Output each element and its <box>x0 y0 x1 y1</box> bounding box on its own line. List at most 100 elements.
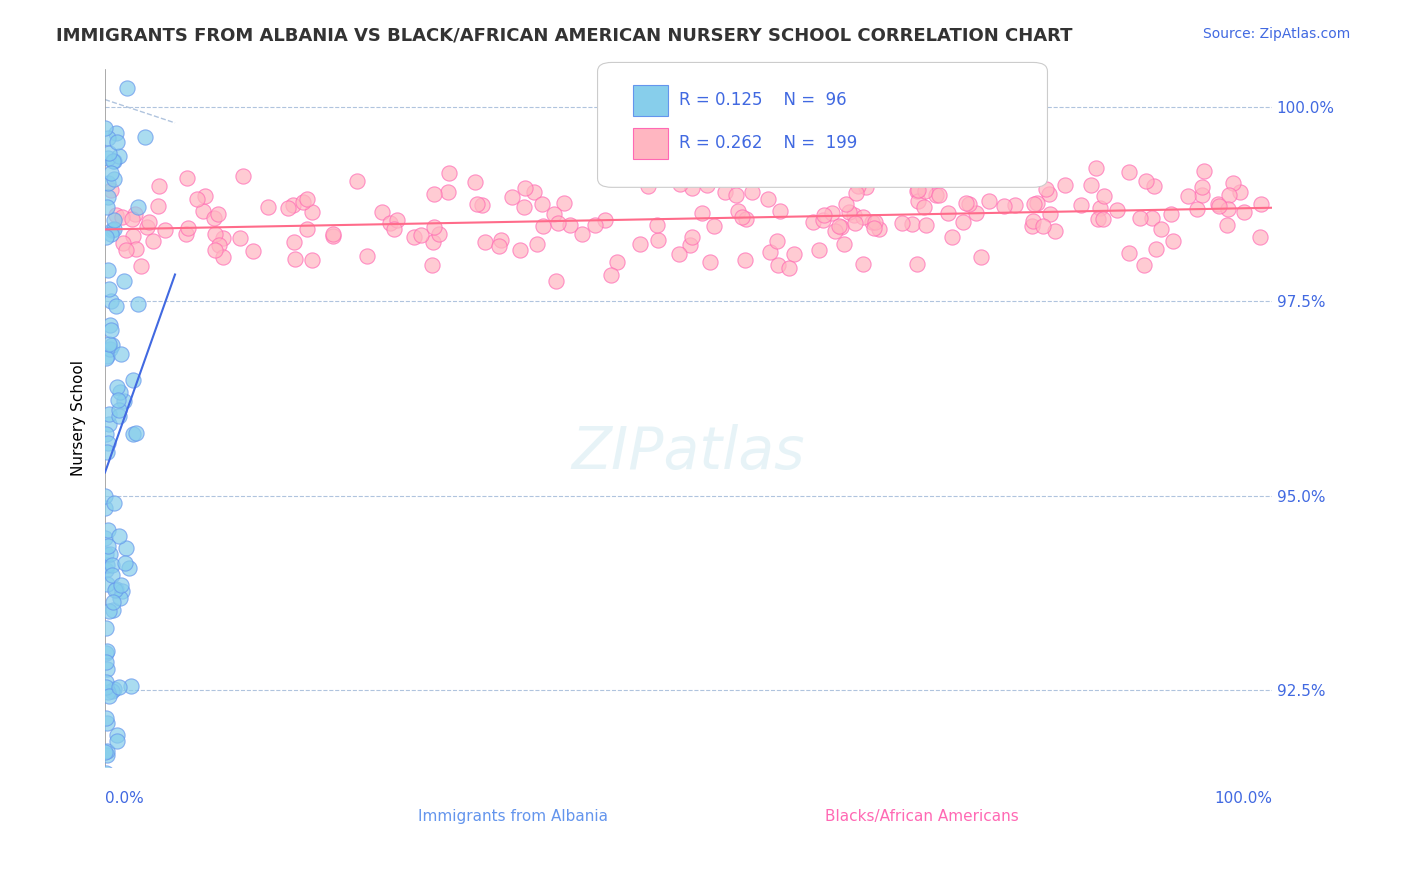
Point <box>925 188 948 202</box>
Point <box>465 197 488 211</box>
Point <box>124 207 146 221</box>
Point <box>846 178 869 193</box>
Point <box>107 403 129 417</box>
Point <box>423 219 446 234</box>
Point <box>371 205 394 219</box>
Point <box>125 425 148 440</box>
Point <box>94 500 117 515</box>
Point <box>1250 197 1272 211</box>
Point <box>681 230 703 244</box>
Point <box>811 213 834 227</box>
Point <box>110 591 132 605</box>
Point <box>101 223 124 237</box>
Point <box>427 227 450 241</box>
Point <box>628 236 651 251</box>
Point <box>97 689 120 703</box>
Point <box>1142 178 1164 193</box>
Point <box>952 215 974 229</box>
Point <box>1105 203 1128 218</box>
Point <box>208 238 231 252</box>
Point <box>1022 197 1045 211</box>
Point <box>96 661 118 675</box>
Text: IMMIGRANTS FROM ALBANIA VS BLACK/AFRICAN AMERICAN NURSERY SCHOOL CORRELATION CHA: IMMIGRANTS FROM ALBANIA VS BLACK/AFRICAN… <box>56 27 1073 45</box>
Point <box>409 227 432 242</box>
Point <box>94 674 117 689</box>
Point <box>98 407 121 421</box>
Point <box>828 219 851 234</box>
Point <box>1069 198 1091 212</box>
Point <box>679 238 702 252</box>
Point <box>97 436 120 450</box>
Point <box>103 212 125 227</box>
Point <box>813 208 835 222</box>
Point <box>98 343 121 357</box>
Point <box>155 222 177 236</box>
Point <box>232 169 254 184</box>
Point <box>96 576 118 591</box>
Point <box>108 148 131 162</box>
Point <box>104 208 127 222</box>
Point <box>558 219 581 233</box>
Point <box>94 680 117 694</box>
Point <box>970 250 993 264</box>
Point <box>101 558 124 573</box>
Point <box>668 177 690 191</box>
Point <box>1087 212 1109 227</box>
Point <box>941 169 963 184</box>
Point <box>98 417 121 432</box>
Point <box>547 216 569 230</box>
Point <box>1187 202 1209 217</box>
Point <box>891 215 914 229</box>
Point <box>1118 164 1140 178</box>
Point <box>1025 195 1047 210</box>
Point <box>912 200 935 214</box>
Point <box>257 200 280 214</box>
Point <box>194 189 217 203</box>
Point <box>382 222 405 236</box>
Point <box>111 583 134 598</box>
Point <box>284 252 307 266</box>
Point <box>905 184 928 198</box>
Point <box>855 180 877 194</box>
Point <box>96 427 118 442</box>
Point <box>94 711 117 725</box>
Point <box>202 211 225 225</box>
Point <box>1090 201 1112 215</box>
Point <box>1094 188 1116 202</box>
Point <box>838 205 860 219</box>
Point <box>229 231 252 245</box>
Point <box>103 222 125 236</box>
Point <box>356 249 378 263</box>
Point <box>105 734 128 748</box>
Point <box>1045 224 1067 238</box>
Point <box>110 347 132 361</box>
Point <box>100 547 122 561</box>
Point <box>765 234 787 248</box>
Point <box>1222 176 1244 190</box>
Point <box>174 227 197 242</box>
Point <box>436 185 458 199</box>
Point <box>94 532 117 546</box>
Point <box>322 229 344 244</box>
Point <box>845 186 868 200</box>
Point <box>111 211 134 225</box>
Point <box>681 181 703 195</box>
Point <box>120 679 142 693</box>
Point <box>94 766 117 780</box>
Point <box>488 239 510 253</box>
Point <box>422 235 444 250</box>
Point <box>907 194 929 208</box>
Point <box>531 219 554 234</box>
Point <box>523 186 546 200</box>
Point <box>852 257 875 271</box>
Point <box>105 299 128 313</box>
Point <box>211 250 233 264</box>
Point <box>668 246 690 260</box>
Point <box>1132 258 1154 272</box>
Point <box>112 394 135 409</box>
Point <box>1144 243 1167 257</box>
Point <box>129 259 152 273</box>
Point <box>378 216 401 230</box>
Point <box>204 227 226 241</box>
Point <box>100 293 122 308</box>
